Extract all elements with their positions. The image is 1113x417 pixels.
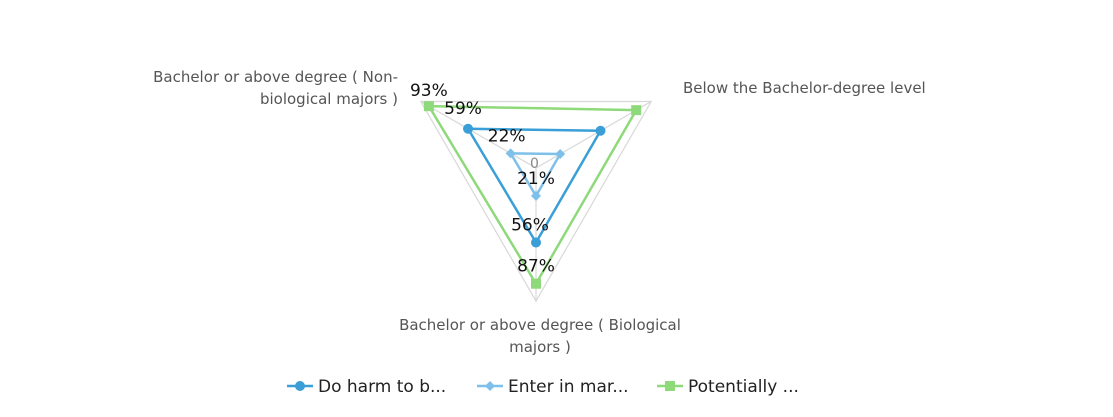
- legend-label-1: Enter in mar...: [508, 377, 629, 397]
- data-label-1-2: 21%: [517, 169, 555, 189]
- data-point-1-1: [555, 149, 566, 160]
- axis-label-2: majors ): [509, 338, 571, 356]
- legend-item-1[interactable]: Enter in mar...: [477, 377, 629, 397]
- data-label-2-0: 93%: [410, 81, 448, 101]
- data-point-2-2: [531, 278, 541, 289]
- axis-label-1: Below the Bachelor-degree level: [683, 79, 926, 97]
- data-point-0-0: [463, 123, 474, 134]
- data-label-2-2: 87%: [517, 257, 555, 277]
- legend-item-0[interactable]: Do harm to b...: [287, 377, 446, 397]
- data-labels: 59% 56% 22% 21% 93% 87%: [410, 81, 555, 277]
- series-group: [423, 101, 642, 289]
- data-label-0-0: 59%: [444, 99, 482, 119]
- grid-spoke: [420, 100, 537, 169]
- grid-outer-ring: [419, 100, 653, 303]
- legend-marker-2: [665, 381, 675, 391]
- series-line-2: [427, 104, 638, 285]
- axis-label-0: biological majors ): [260, 90, 398, 108]
- data-point-2-0: [423, 101, 434, 112]
- series-line-1: [509, 152, 562, 198]
- legend-marker-1: [485, 381, 495, 391]
- axis-label-2: Bachelor or above degree ( Biological: [399, 316, 681, 334]
- data-point-0-1: [595, 125, 606, 136]
- data-point-2-1: [631, 105, 642, 116]
- legend-label-0: Do harm to b...: [318, 377, 446, 397]
- axis-label-0: Bachelor or above degree ( Non-: [153, 68, 398, 86]
- data-point-1-2: [531, 190, 541, 201]
- data-point-0-2: [531, 237, 541, 248]
- legend-marker-0: [295, 381, 305, 391]
- data-label-1-0: 22%: [488, 126, 526, 146]
- legend-item-2[interactable]: Potentially ...: [657, 377, 799, 397]
- series-line-0: [466, 127, 602, 244]
- center-label: 0: [530, 156, 539, 172]
- legend[interactable]: Do harm to b... Enter in mar... Potentiall…: [287, 377, 799, 397]
- data-point-1-0: [505, 148, 516, 159]
- legend-label-2: Potentially ...: [688, 377, 799, 397]
- data-label-0-2: 56%: [511, 215, 549, 235]
- axis-labels: Bachelor or above degree ( Non-biologica…: [153, 68, 926, 356]
